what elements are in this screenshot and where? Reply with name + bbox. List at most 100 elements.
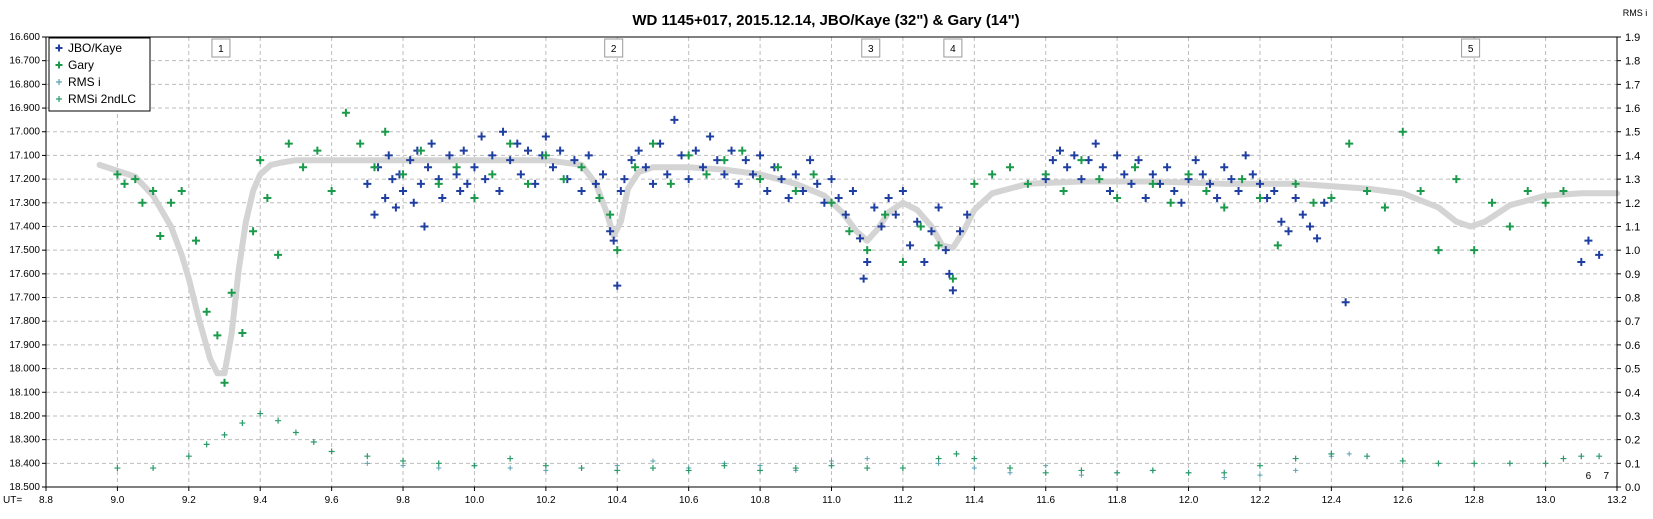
data-point-jbo-kaye [513, 139, 522, 148]
x-tick-label: 13.0 [1536, 495, 1556, 506]
data-point-gary [399, 170, 408, 179]
y-right-tick-label: 1.7 [1625, 79, 1640, 91]
data-point-jbo-kaye [859, 274, 868, 283]
data-point-rms-i [364, 460, 370, 466]
data-point-gary [113, 170, 122, 179]
data-point-jbo-kaye [1198, 170, 1207, 179]
data-point-rms-i [971, 465, 977, 471]
data-point-gary [934, 241, 943, 250]
y-right-tick-label: 0.9 [1625, 269, 1640, 281]
data-point-rmsi-2ndlc [507, 455, 514, 462]
data-point-rmsi-2ndlc [1221, 469, 1228, 476]
data-point-gary [1148, 179, 1157, 188]
data-point-jbo-kaye [684, 175, 693, 184]
y-right-tick-label: 0.5 [1625, 364, 1640, 376]
data-point-gary [809, 170, 818, 179]
data-point-gary [166, 198, 175, 207]
x-tick-label: 11.8 [1108, 495, 1127, 506]
data-point-gary [1505, 222, 1514, 231]
data-point-rmsi-2ndlc [1328, 450, 1335, 457]
data-point-gary [1380, 203, 1389, 212]
data-point-gary [256, 156, 265, 165]
data-point-jbo-kaye [791, 170, 800, 179]
data-point-gary [1345, 139, 1354, 148]
data-point-gary [284, 139, 293, 148]
y-right-tick-label: 1.9 [1625, 32, 1640, 44]
data-point-gary [263, 194, 272, 203]
data-point-jbo-kaye [1134, 156, 1143, 165]
data-point-jbo-kaye [463, 179, 472, 188]
data-point-jbo-kaye [577, 186, 586, 195]
data-point-rmsi-2ndlc [1578, 453, 1585, 460]
data-point-rmsi-2ndlc [203, 441, 210, 448]
data-point-jbo-kaye [516, 170, 525, 179]
y-right-tick-label: 1.5 [1625, 127, 1640, 139]
data-point-jbo-kaye [549, 163, 558, 172]
x-tick-label: 9.4 [253, 495, 267, 506]
data-point-jbo-kaye [706, 132, 715, 141]
data-point-gary [1523, 186, 1532, 195]
legend: JBO/Kaye Gary RMS i RMSi 2ndLC [48, 37, 151, 112]
data-point-gary [559, 175, 568, 184]
data-point-jbo-kaye [656, 139, 665, 148]
data-point-jbo-kaye [1127, 179, 1136, 188]
x-tick-label: 11.6 [1036, 495, 1055, 506]
dip-label-box [861, 38, 881, 58]
chart-title: WD 1145+017, 2015.12.14, JBO/Kaye (32") … [632, 12, 1019, 29]
y-left-tick-label: 16.700 [9, 56, 40, 67]
data-point-gary [791, 186, 800, 195]
legend-marker [56, 79, 62, 85]
data-point-jbo-kaye [1255, 179, 1264, 188]
data-point-rms-i [507, 465, 513, 471]
data-point-rms-i [543, 467, 549, 473]
data-point-gary [916, 222, 925, 231]
data-point-gary [1006, 163, 1015, 172]
data-point-gary [1041, 170, 1050, 179]
data-point-jbo-kaye [1070, 151, 1079, 160]
x-tick-label: 10.0 [465, 495, 485, 506]
y-right-tick-label: 1.0 [1625, 245, 1640, 257]
legend-marker [55, 61, 63, 69]
x-tick-label: 11.0 [822, 495, 841, 506]
data-point-jbo-kaye [388, 175, 397, 184]
data-point-jbo-kaye [1241, 151, 1250, 160]
legend-box [48, 37, 151, 112]
data-point-rmsi-2ndlc [1078, 467, 1085, 474]
data-point-jbo-kaye [956, 227, 965, 236]
data-point-jbo-kaye [427, 139, 436, 148]
data-point-jbo-kaye [570, 156, 579, 165]
data-point-gary [120, 179, 129, 188]
data-point-gary [488, 170, 497, 179]
data-point-rmsi-2ndlc [435, 460, 442, 467]
data-point-gary [613, 246, 622, 255]
y-left-tick-label: 17.700 [9, 293, 40, 304]
data-point-rmsi-2ndlc [1185, 469, 1192, 476]
data-point-jbo-kaye [806, 156, 815, 165]
data-point-rmsi-2ndlc [1149, 467, 1156, 474]
data-point-rmsi-2ndlc [257, 410, 264, 417]
legend-label: RMSi 2ndLC [68, 92, 136, 106]
data-point-jbo-kaye [1106, 186, 1114, 195]
data-point-gary [149, 186, 158, 195]
data-point-gary [524, 179, 533, 188]
data-point-jbo-kaye [763, 186, 772, 195]
y-left-tick-label: 17.400 [9, 221, 40, 232]
data-point-jbo-kaye [420, 222, 429, 231]
data-point-jbo-kaye [920, 258, 929, 266]
data-point-gary [648, 139, 657, 148]
data-point-gary [577, 163, 586, 172]
axes: 16.600 16.700 16.800 16.900 17.000 17.100 17.2… [3, 32, 1640, 506]
y-left-tick-label: 17.200 [9, 174, 40, 185]
data-point-gary [1202, 186, 1211, 195]
data-point-gary [1327, 194, 1336, 203]
data-point-rms-i [864, 456, 870, 462]
y-left-tick-label: 18.500 [9, 482, 40, 493]
legend-label: JBO/Kaye [68, 41, 122, 55]
data-point-jbo-kaye [906, 241, 915, 250]
data-point-gary [177, 186, 186, 195]
y-right-tick-label: 0.2 [1625, 435, 1640, 447]
data-point-gary [863, 246, 872, 255]
data-point-gary [156, 231, 165, 240]
data-point-gary [948, 274, 957, 283]
